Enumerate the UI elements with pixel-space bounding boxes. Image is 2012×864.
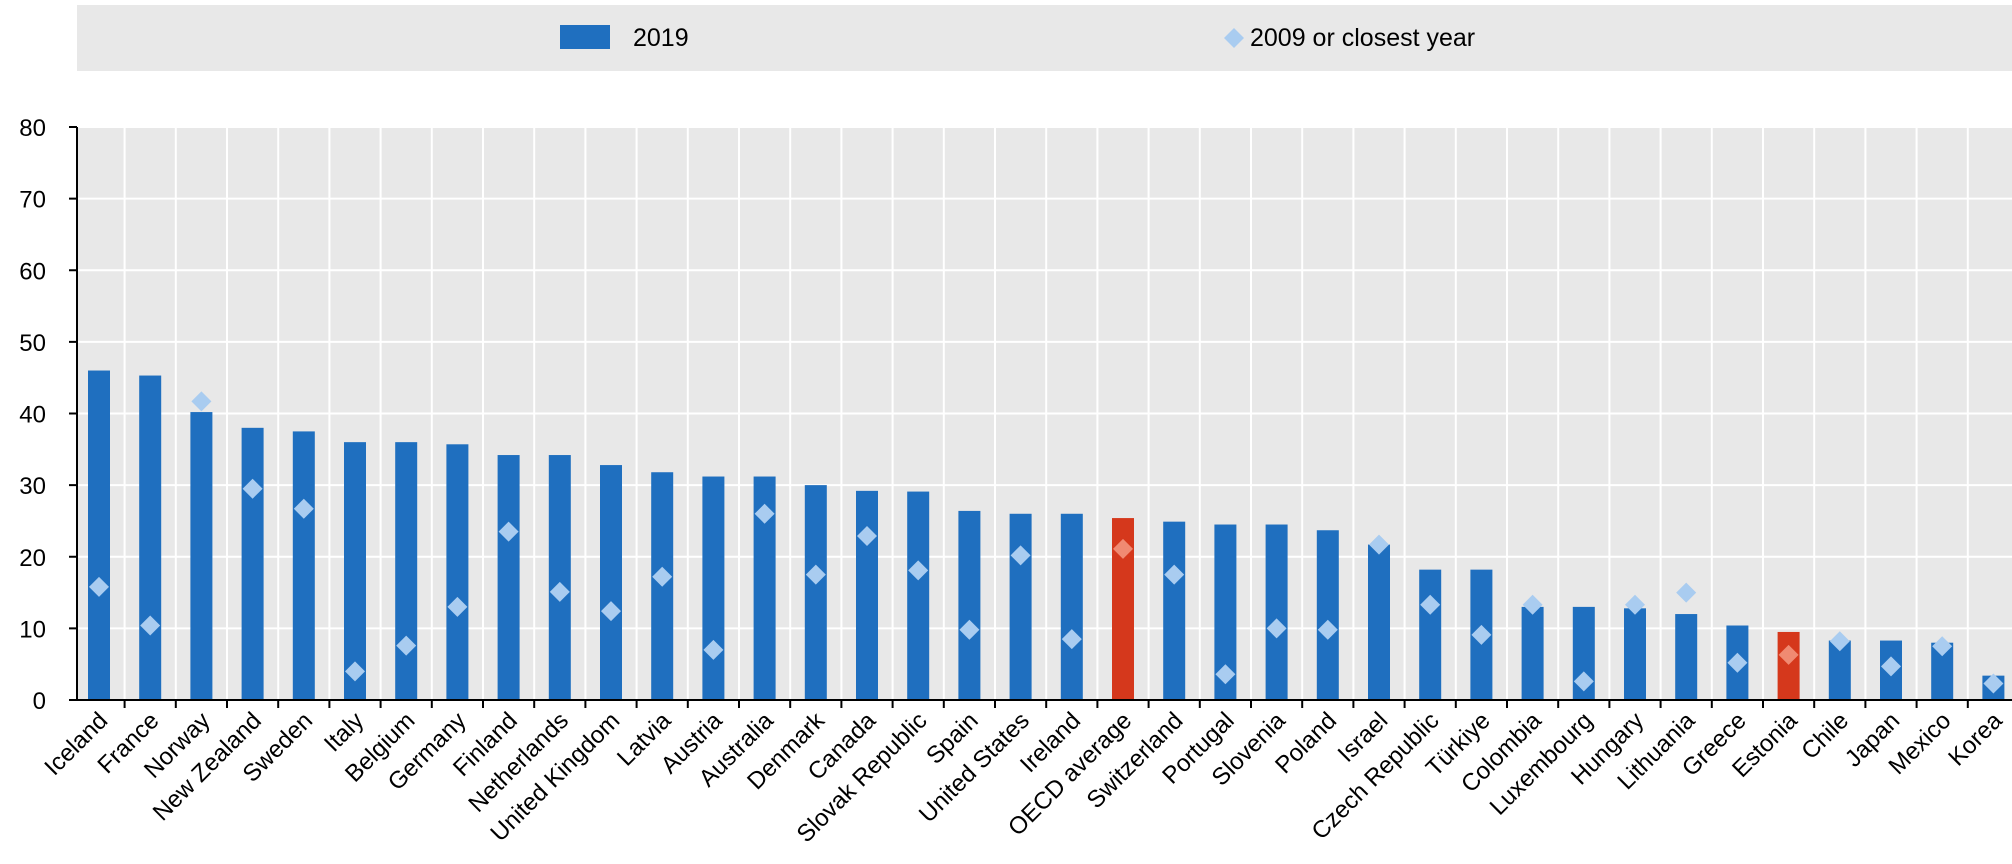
legend-background <box>77 5 2012 71</box>
bar-new-zealand <box>241 427 264 700</box>
bar-canada <box>856 490 878 700</box>
marker-colombia <box>1522 594 1543 615</box>
marker-denmark <box>805 564 826 585</box>
y-tick-label-70: 70 <box>19 187 46 214</box>
bar-australia <box>753 476 776 700</box>
marker-czech-republic <box>1420 594 1441 615</box>
bar-poland <box>1316 530 1339 700</box>
bar-finland <box>497 455 520 700</box>
bar-colombia <box>1521 606 1544 700</box>
legend-diamond-2009 <box>1224 28 1244 48</box>
marker-hungary <box>1625 594 1645 615</box>
marker-korea <box>1983 673 2004 694</box>
legend: 2019 2009 or closest year <box>77 5 2012 71</box>
marker-ireland <box>1061 629 1082 650</box>
y-tick-labels: 0 10 20 30 40 50 60 70 80 <box>19 115 46 715</box>
marker-belgium <box>396 635 417 656</box>
markers <box>89 391 2004 694</box>
marker-australia <box>754 503 775 524</box>
bar-iceland <box>88 370 110 700</box>
bar-portugal <box>1214 524 1237 700</box>
marker-estonia <box>1778 644 1799 665</box>
y-tick-label-60: 60 <box>19 258 46 285</box>
marker-germany <box>447 596 468 617</box>
y-tick-label-20: 20 <box>19 545 46 572</box>
legend-label-2019: 2019 <box>633 24 689 52</box>
bar-oecd-average <box>1112 518 1134 700</box>
bar-luxembourg <box>1572 606 1595 700</box>
bar-norway <box>190 412 213 700</box>
marker-israel <box>1369 534 1389 555</box>
bar-lithuania <box>1675 614 1698 700</box>
bar-united-states <box>1009 513 1032 700</box>
marker-slovak-republic <box>908 560 929 581</box>
bar-united-kingdom <box>600 465 622 700</box>
marker-united-states <box>1010 545 1031 566</box>
bar-italy <box>344 442 366 700</box>
bar-spain <box>958 510 981 700</box>
marker-italy <box>345 661 365 682</box>
bar-mexico <box>1931 642 1954 700</box>
marker-slovenia <box>1266 618 1287 639</box>
y-tick-label-40: 40 <box>19 402 46 429</box>
bar-sweden <box>292 431 315 700</box>
bar-slovak-republic <box>907 491 930 700</box>
marker-iceland <box>89 576 109 597</box>
marker-finland <box>498 521 519 542</box>
marker-mexico <box>1932 636 1953 657</box>
bar-hungary <box>1624 608 1646 700</box>
marker-spain <box>959 619 980 640</box>
marker-t-rkiye <box>1471 624 1492 645</box>
y-tick-label-80: 80 <box>19 115 46 142</box>
marker-lithuania <box>1676 582 1697 603</box>
y-tick-label-10: 10 <box>19 616 46 643</box>
bar-chile <box>1828 640 1851 700</box>
bar-belgium <box>395 442 418 700</box>
marker-oecd-average <box>1113 538 1133 559</box>
bar-netherlands <box>548 455 571 700</box>
marker-portugal <box>1215 664 1236 685</box>
bar-switzerland <box>1163 521 1186 700</box>
axes <box>69 126 2012 708</box>
y-tick-label-30: 30 <box>19 473 46 500</box>
marker-luxembourg <box>1573 671 1594 692</box>
bar-austria <box>702 476 725 700</box>
x-tick-label-korea: Korea <box>1943 707 2008 772</box>
legend-label-2009: 2009 or closest year <box>1250 24 1475 52</box>
marker-greece <box>1727 652 1748 673</box>
y-tick-label-0: 0 <box>33 688 46 715</box>
bar-germany <box>446 444 469 700</box>
bar-slovenia <box>1265 524 1288 700</box>
bar-denmark <box>804 485 827 700</box>
marker-canada <box>857 525 877 546</box>
marker-japan <box>1881 656 1901 677</box>
legend-swatch-2019 <box>560 25 610 49</box>
bar-ireland <box>1060 513 1083 700</box>
bar-israel <box>1368 544 1390 700</box>
marker-sweden <box>293 498 314 519</box>
marker-switzerland <box>1164 564 1185 585</box>
marker-latvia <box>652 566 673 587</box>
marker-poland <box>1317 619 1338 640</box>
bar-estonia <box>1777 631 1800 700</box>
bar-czech-republic <box>1419 569 1442 700</box>
marker-norway <box>191 391 212 412</box>
gridlines <box>77 126 2012 700</box>
marker-united-kingdom <box>601 601 621 622</box>
bar-france <box>139 375 162 700</box>
y-tick-label-50: 50 <box>19 330 46 357</box>
marker-austria <box>703 639 724 660</box>
marker-chile <box>1829 631 1850 652</box>
marker-new-zealand <box>242 478 263 499</box>
marker-netherlands <box>549 581 570 602</box>
marker-france <box>140 615 161 636</box>
